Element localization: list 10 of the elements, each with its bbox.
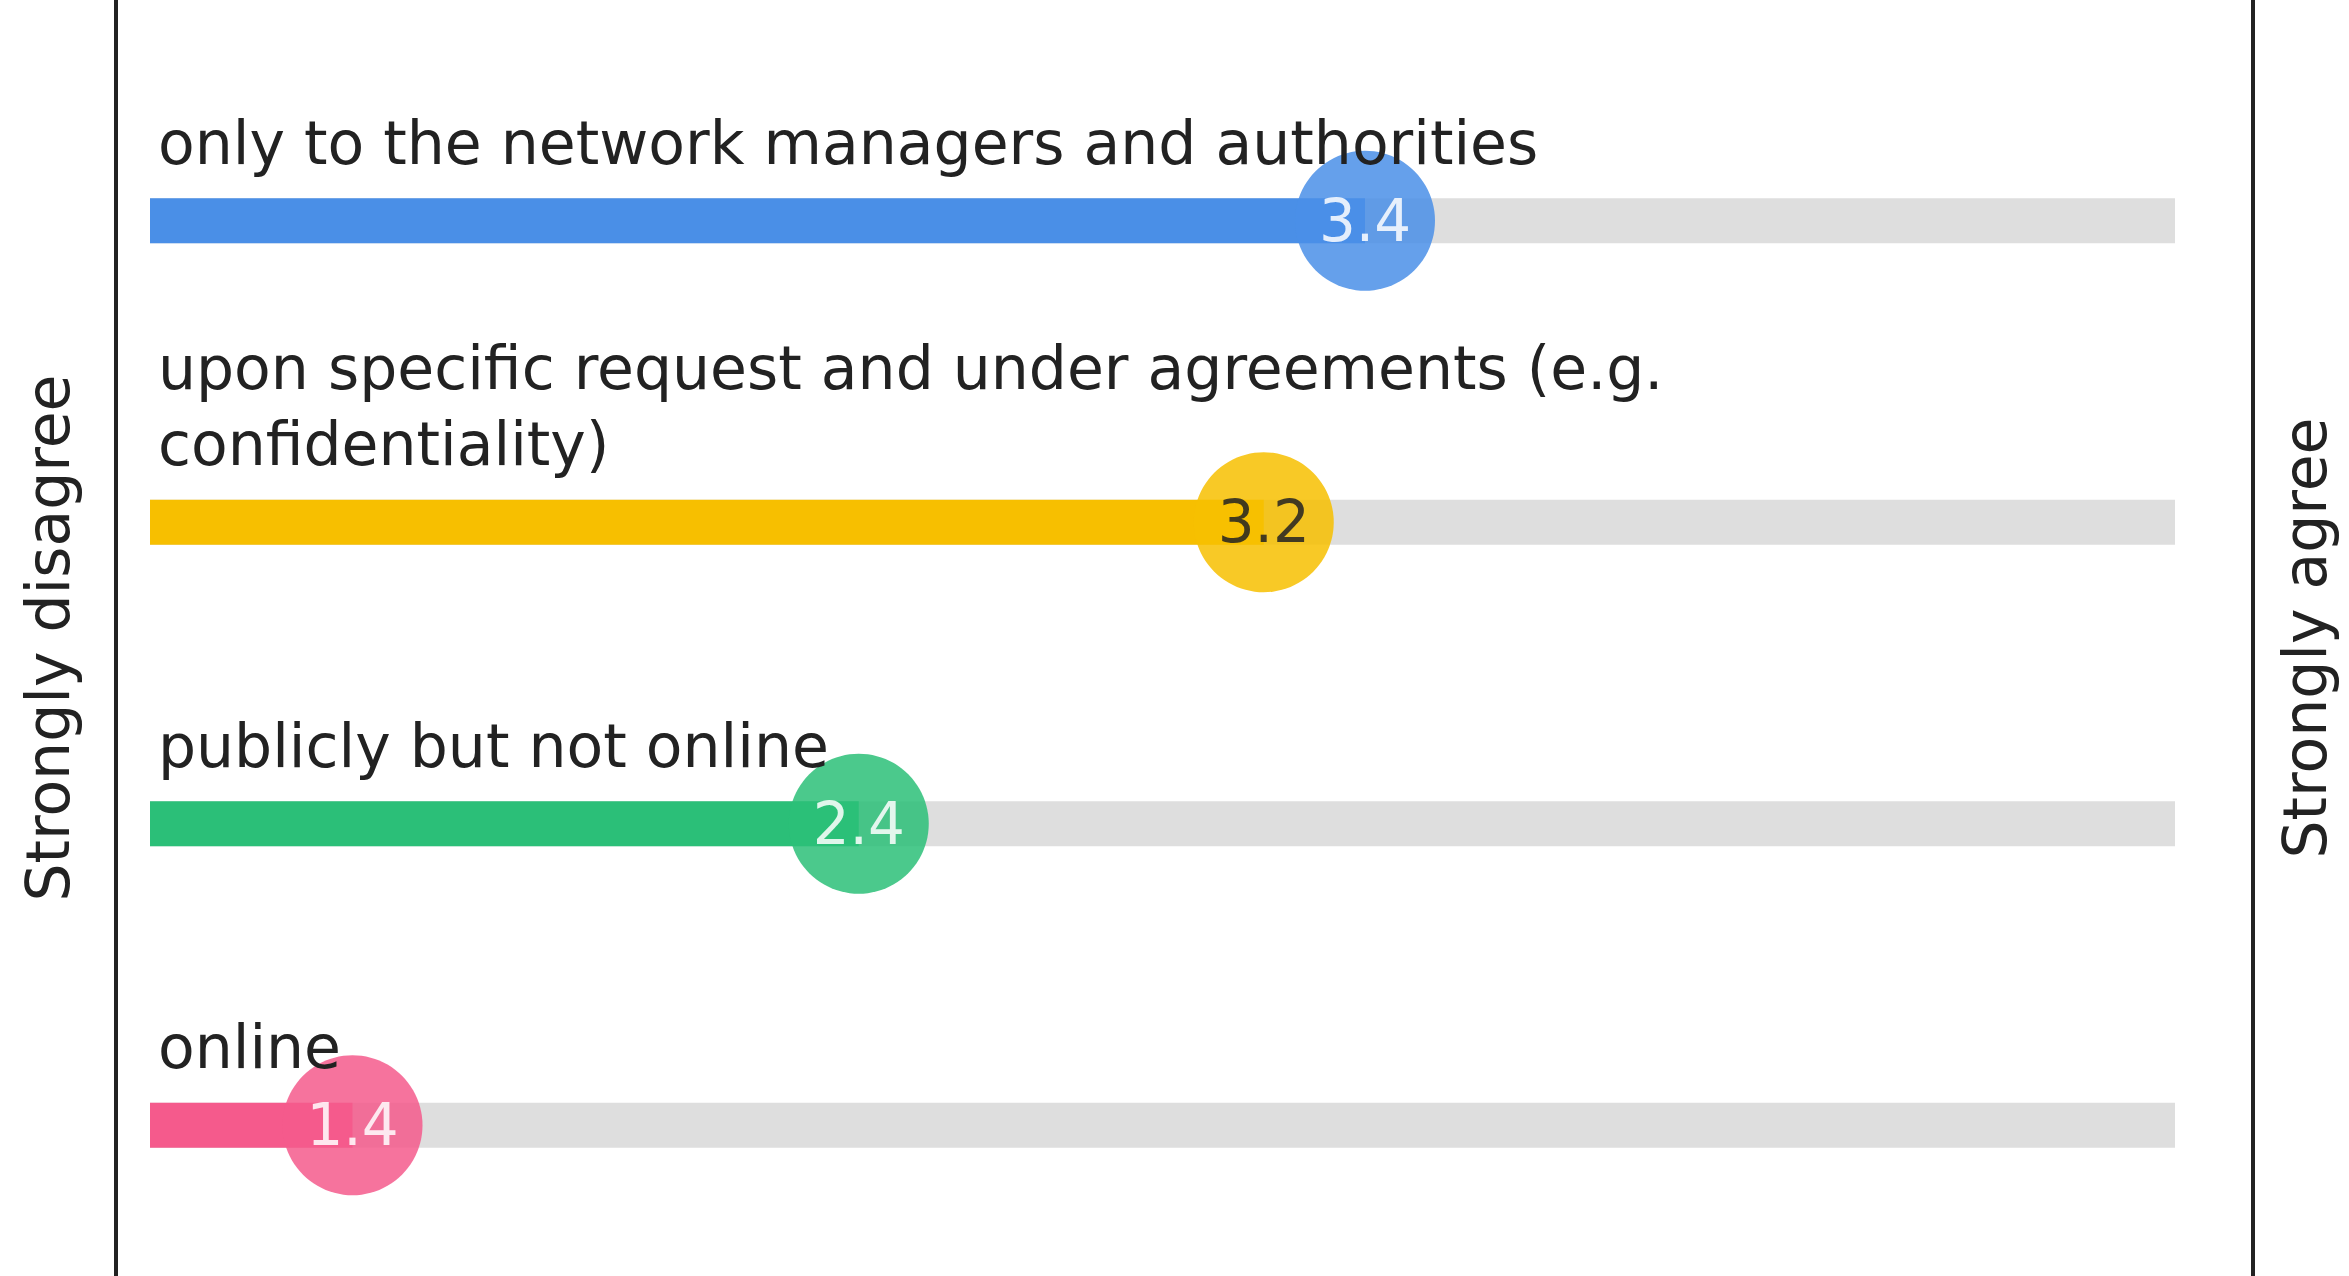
y-tick-label: upon specific request and under agreements (e.g. confidentiality) — [158, 333, 1683, 480]
data-label: 2.4 — [812, 789, 905, 858]
y-tick-label: publicly but not online — [158, 710, 829, 781]
data-label: 3.4 — [1318, 186, 1412, 255]
text: Strongly agree — [2270, 417, 2340, 859]
data-label: 1.4 — [306, 1091, 399, 1160]
y-tick-label: online — [158, 1012, 342, 1083]
y-tick-label: only to the network managers and authorities — [158, 107, 1539, 178]
text: Strongly disagree — [13, 374, 83, 902]
data-label: 3.2 — [1217, 488, 1310, 557]
